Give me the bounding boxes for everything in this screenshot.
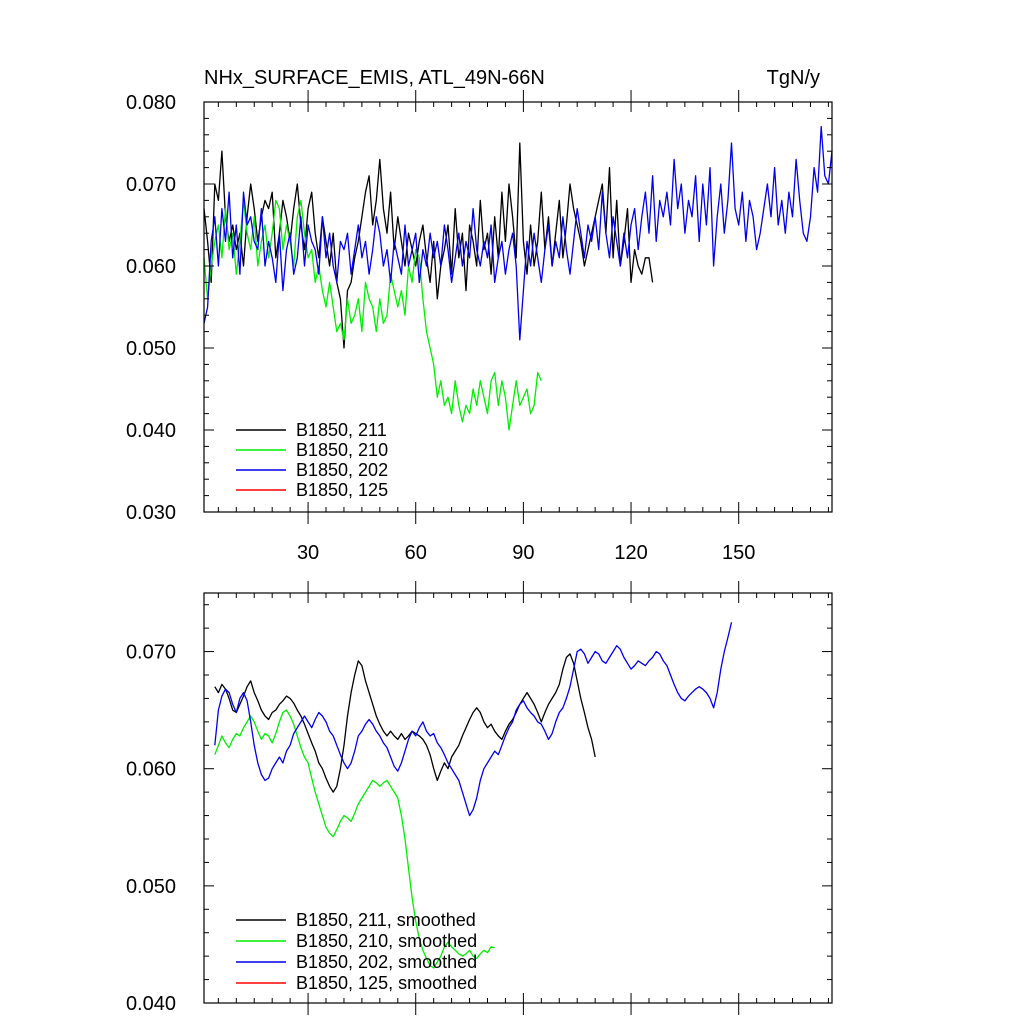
x-tick-label: 30: [297, 542, 319, 564]
legend-label: B1850, 202: [296, 460, 388, 480]
legend-label: B1850, 211, smoothed: [296, 910, 476, 930]
legend-label: B1850, 210: [296, 440, 388, 460]
chart-title: NHx_SURFACE_EMIS, ATL_49N-66N: [204, 67, 545, 89]
x-tick-label: 90: [512, 542, 534, 564]
series-line-3: [203, 125, 833, 341]
y-tick-label: 0.060: [126, 759, 176, 781]
legend-label: B1850, 211: [296, 420, 387, 440]
plot-frame: [203, 101, 833, 513]
legend-label: B1850, 210, smoothed: [296, 931, 477, 951]
series-line-2: [214, 709, 495, 969]
plot-frame: [203, 592, 833, 1004]
legend-label: B1850, 125, smoothed: [296, 973, 477, 993]
series-line-3: [214, 622, 733, 817]
y-tick-label: 0.050: [126, 338, 176, 360]
series-line-1: [214, 653, 596, 793]
x-tick-label: 120: [614, 542, 647, 564]
y-tick-label: 0.040: [126, 993, 176, 1015]
x-tick-label: 150: [722, 542, 755, 564]
top-panel: 0.030 0.040 0.050 0.060 0.070 0.080 30 60 90 120 1…: [126, 67, 833, 564]
y-tick-label: 0.040: [126, 420, 176, 442]
y-tick-label: 0.060: [126, 256, 176, 278]
y-tick-label: 0.070: [126, 642, 176, 664]
y-tick-label: 0.080: [126, 92, 176, 114]
y-tick-label: 0.070: [126, 174, 176, 196]
bottom-panel: 0.040 0.050 0.060 0.070 B1850, 211, smoothed…: [126, 581, 833, 1015]
legend-label: B1850, 125: [296, 480, 388, 500]
legend-label: B1850, 202, smoothed: [296, 952, 477, 972]
x-tick-label: 60: [405, 542, 427, 564]
y-tick-label: 0.030: [126, 502, 176, 524]
y-tick-label: 0.050: [126, 876, 176, 898]
series-line-2: [203, 199, 542, 431]
units-label: TgN/y: [767, 67, 820, 89]
